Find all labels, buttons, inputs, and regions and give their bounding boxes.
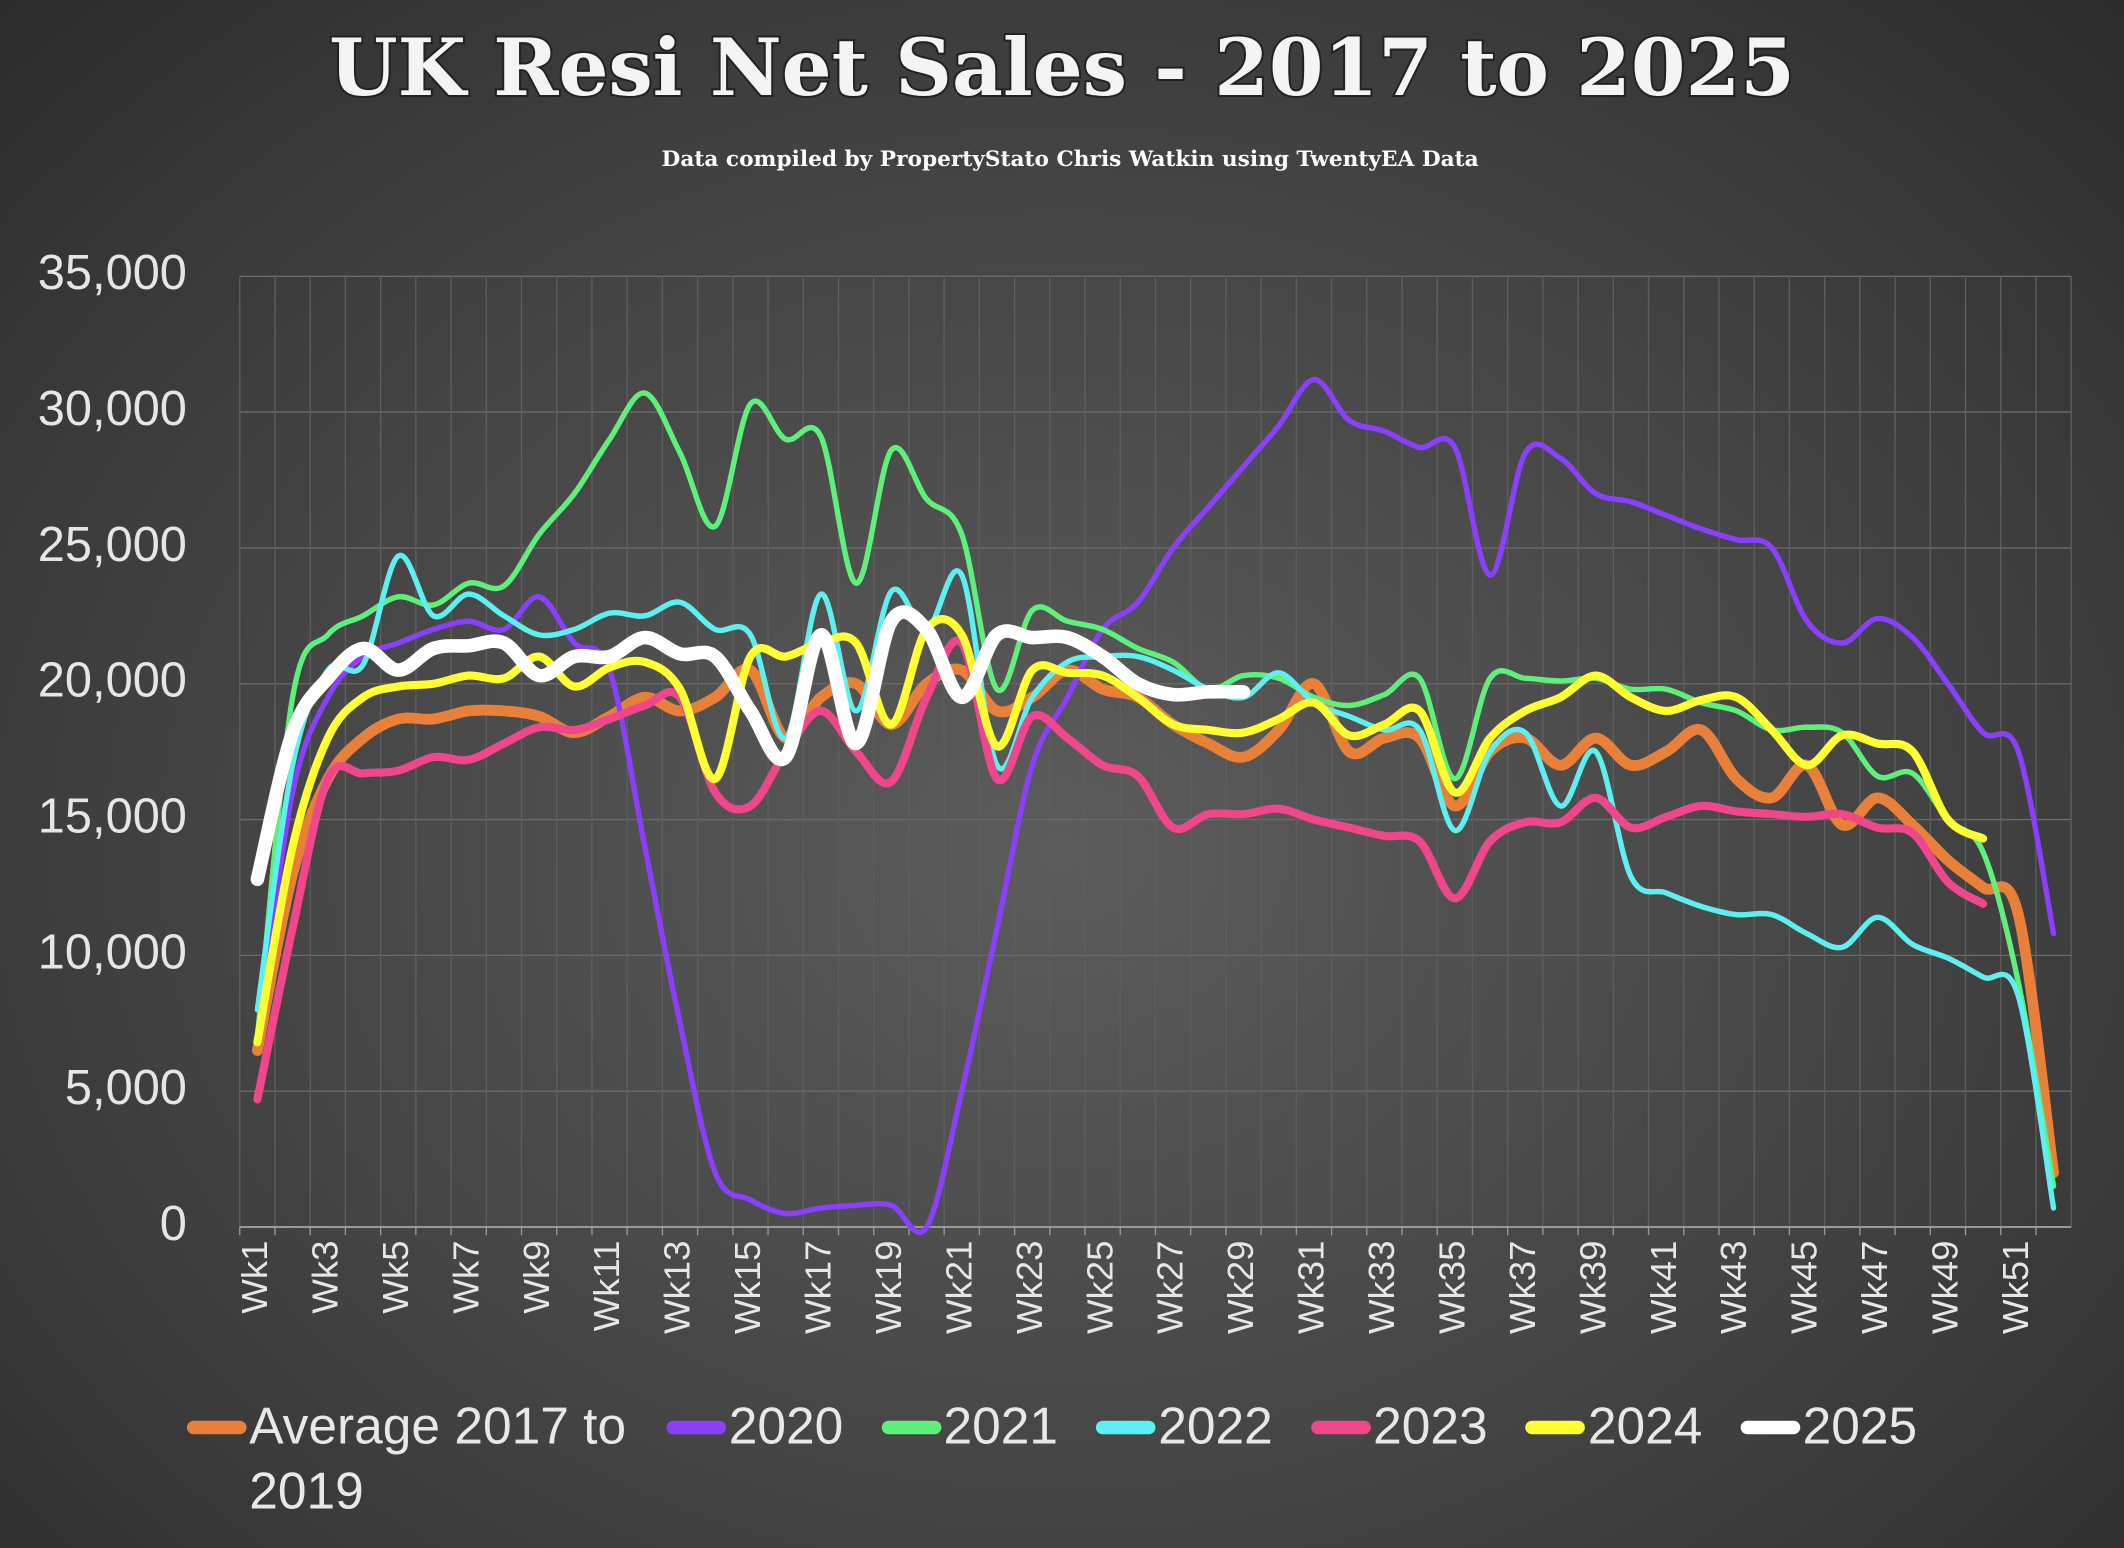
legend-item: 2020 <box>666 1395 843 1460</box>
legend: Average 2017 to 2019 2020 2021 2022 2023 2024… <box>186 1395 2083 1525</box>
x-tick-label: Wk7 <box>445 1241 486 1314</box>
series-line <box>253 636 1988 1104</box>
legend-swatch <box>1095 1420 1156 1435</box>
x-tick-label: Wk51 <box>1995 1241 2036 1334</box>
legend-label: Average 2017 to 2019 <box>249 1399 627 1521</box>
x-tick-label: Wk17 <box>798 1241 839 1334</box>
x-tick-label: Wk43 <box>1713 1241 1754 1334</box>
legend-label: 2021 <box>943 1399 1059 1456</box>
x-tick-label: Wk45 <box>1784 1241 1825 1334</box>
y-tick-label: 15,000 <box>38 789 187 843</box>
x-tick-label: Wk1 <box>234 1241 275 1314</box>
x-tick-label: Wk33 <box>1361 1241 1402 1334</box>
legend-item: 2021 <box>881 1395 1058 1460</box>
legend-item: Average 2017 to 2019 <box>186 1395 629 1525</box>
y-tick-label: 25,000 <box>38 518 187 572</box>
legend-item: 2024 <box>1525 1395 1703 1460</box>
x-tick-label: Wk47 <box>1854 1241 1895 1334</box>
series-line <box>253 615 1988 1047</box>
x-tick-label: Wk3 <box>304 1241 345 1314</box>
y-tick-label: 30,000 <box>38 382 187 436</box>
y-tick-label: 10,000 <box>38 925 187 979</box>
x-tick-label: Wk5 <box>375 1241 416 1314</box>
y-tick-label: 20,000 <box>38 654 187 708</box>
y-tick-label: 0 <box>160 1197 187 1251</box>
x-tick-label: Wk15 <box>727 1241 768 1334</box>
series-line <box>250 605 1251 887</box>
chart-subtitle: Data compiled by PropertyStato Chris Wat… <box>662 147 1479 172</box>
x-tick-label: Wk39 <box>1572 1241 1613 1334</box>
x-tick-label: Wk21 <box>938 1241 979 1334</box>
legend-item: 2023 <box>1310 1395 1488 1460</box>
legend-label: 2022 <box>1158 1399 1273 1456</box>
legend-label: 2024 <box>1587 1399 1703 1456</box>
x-tick-label: Wk49 <box>1925 1241 1966 1334</box>
x-tick-label: Wk29 <box>1220 1241 1261 1334</box>
y-tick-label: 35,000 <box>38 246 187 300</box>
x-tick-label: Wk23 <box>1009 1241 1050 1334</box>
legend-item: 2025 <box>1740 1395 1917 1460</box>
legend-swatch <box>1310 1420 1371 1435</box>
legend-label: 2020 <box>728 1399 844 1456</box>
x-tick-label: Wk13 <box>657 1241 698 1334</box>
x-tick-label: Wk25 <box>1079 1241 1120 1334</box>
legend-swatch <box>666 1420 727 1435</box>
legend-label: 2025 <box>1802 1399 1918 1456</box>
legend-swatch <box>1525 1420 1586 1435</box>
x-tick-label: Wk31 <box>1291 1241 1332 1334</box>
legend-swatch <box>1740 1420 1800 1435</box>
series-line <box>254 390 2057 1189</box>
x-tick-label: Wk27 <box>1150 1241 1191 1334</box>
chart-title: UK Resi Net Sales - 2017 to 2025 <box>329 21 1795 114</box>
legend-label: 2023 <box>1373 1399 1488 1456</box>
x-tick-label: Wk37 <box>1502 1241 1543 1334</box>
x-tick-label: Wk11 <box>586 1241 627 1332</box>
x-tick-label: Wk35 <box>1431 1241 1472 1334</box>
legend-swatch <box>186 1420 247 1435</box>
legend-item: 2022 <box>1095 1395 1273 1460</box>
x-tick-label: Wk19 <box>868 1241 909 1334</box>
legend-swatch <box>881 1420 941 1435</box>
y-tick-label: 5,000 <box>65 1061 187 1115</box>
x-tick-label: Wk9 <box>516 1241 557 1314</box>
x-tick-label: Wk41 <box>1643 1241 1684 1334</box>
